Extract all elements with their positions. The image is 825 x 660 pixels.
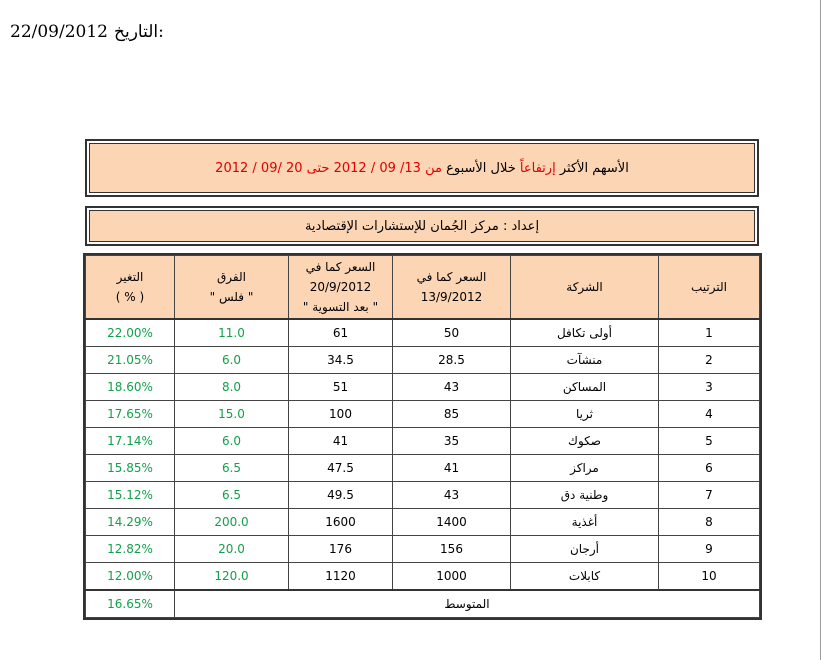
company-cell: المساكن: [510, 373, 659, 401]
header-rank: الترتيب: [658, 255, 760, 320]
price-before-cell: 43: [392, 373, 511, 401]
rank-cell: 2: [658, 346, 760, 374]
change-cell: 12.00%: [85, 562, 175, 591]
rank-cell: 7: [658, 481, 760, 509]
price-after-cell: 51: [288, 373, 393, 401]
price-before-cell: 43: [392, 481, 511, 509]
difference-cell: 6.5: [174, 481, 289, 509]
rank-cell: 6: [658, 454, 760, 482]
report-title: الأسهم الأكثر إرتفاعاً خلال الأسبوع من 1…: [85, 139, 759, 197]
change-cell: 17.65%: [85, 400, 175, 428]
price-after-cell: 34.5: [288, 346, 393, 374]
price-after-cell: 1600: [288, 508, 393, 536]
price-after-cell: 1120: [288, 562, 393, 591]
rank-cell: 4: [658, 400, 760, 428]
difference-cell: 15.0: [174, 400, 289, 428]
page-edge-rule: [820, 0, 821, 660]
table-row: 1 أولى تكافل 50 61 11.0 22.00%: [85, 318, 760, 347]
price-after-cell: 61: [288, 318, 393, 347]
average-row: المتوسط 16.65%: [85, 589, 760, 618]
average-label: المتوسط: [174, 589, 760, 618]
table-row: 10 كابلات 1000 1120 120.0 12.00%: [85, 562, 760, 591]
header-change: التغير ( % ): [85, 255, 175, 320]
price-after-cell: 41: [288, 427, 393, 455]
company-cell: مراكز: [510, 454, 659, 482]
rank-cell: 1: [658, 318, 760, 347]
company-cell: أغذية: [510, 508, 659, 536]
table-row: 3 المساكن 43 51 8.0 18.60%: [85, 373, 760, 401]
header-price-after: السعر كما في 20/9/2012 " بعد التسوية ": [288, 255, 393, 320]
price-before-cell: 28.5: [392, 346, 511, 374]
title-part1: الأسهم الأكثر: [559, 160, 629, 176]
prepared-by-text: إعداد : مركز الجُمان للإستشارات الإقتصاد…: [304, 218, 540, 234]
difference-cell: 20.0: [174, 535, 289, 563]
difference-cell: 11.0: [174, 318, 289, 347]
rank-cell: 5: [658, 427, 760, 455]
header-price-before: السعر كما في 13/9/2012: [392, 255, 511, 320]
price-before-cell: 85: [392, 400, 511, 428]
change-cell: 15.12%: [85, 481, 175, 509]
report-date-label: التاريخ:: [113, 22, 164, 42]
company-cell: صكوك: [510, 427, 659, 455]
rank-cell: 10: [658, 562, 760, 591]
price-before-cell: 41: [392, 454, 511, 482]
change-cell: 18.60%: [85, 373, 175, 401]
price-before-cell: 1400: [392, 508, 511, 536]
table-row: 4 ثريا 85 100 15.0 17.65%: [85, 400, 760, 428]
price-after-cell: 176: [288, 535, 393, 563]
change-cell: 15.85%: [85, 454, 175, 482]
table-row: 9 أرجان 156 176 20.0 12.82%: [85, 535, 760, 563]
difference-cell: 6.0: [174, 346, 289, 374]
difference-cell: 200.0: [174, 508, 289, 536]
price-before-cell: 1000: [392, 562, 511, 591]
company-cell: ثريا: [510, 400, 659, 428]
company-cell: كابلات: [510, 562, 659, 591]
table-row: 8 أغذية 1400 1600 200.0 14.29%: [85, 508, 760, 536]
table-header-row: الترتيب الشركة السعر كما في 13/9/2012 ال…: [85, 255, 760, 320]
difference-cell: 120.0: [174, 562, 289, 591]
change-cell: 22.00%: [85, 318, 175, 347]
table-row: 2 منشآت 28.5 34.5 6.0 21.05%: [85, 346, 760, 374]
difference-cell: 6.0: [174, 427, 289, 455]
rank-cell: 9: [658, 535, 760, 563]
title-part3: خلال الأسبوع: [446, 160, 516, 176]
rank-cell: 3: [658, 373, 760, 401]
average-value: 16.65%: [85, 589, 175, 618]
table-row: 6 مراكز 41 47.5 6.5 15.85%: [85, 454, 760, 482]
prepared-by: إعداد : مركز الجُمان للإستشارات الإقتصاد…: [85, 206, 759, 246]
title-part2: إرتفاعاً: [519, 160, 556, 176]
company-cell: أرجان: [510, 535, 659, 563]
company-cell: أولى تكافل: [510, 318, 659, 347]
price-after-cell: 100: [288, 400, 393, 428]
change-cell: 21.05%: [85, 346, 175, 374]
company-cell: وطنية دق: [510, 481, 659, 509]
report-date: 22/09/2012 التاريخ:: [10, 22, 164, 42]
header-difference: الفرق " فلس ": [174, 255, 289, 320]
table-row: 7 وطنية دق 43 49.5 6.5 15.12%: [85, 481, 760, 509]
difference-cell: 8.0: [174, 373, 289, 401]
top-gainers-table: الترتيب الشركة السعر كما في 13/9/2012 ال…: [83, 253, 762, 620]
change-cell: 14.29%: [85, 508, 175, 536]
price-after-cell: 49.5: [288, 481, 393, 509]
change-cell: 17.14%: [85, 427, 175, 455]
change-cell: 12.82%: [85, 535, 175, 563]
difference-cell: 6.5: [174, 454, 289, 482]
header-company: الشركة: [510, 255, 659, 320]
report-date-value: 22/09/2012: [10, 22, 108, 42]
rank-cell: 8: [658, 508, 760, 536]
table-row: 5 صكوك 35 41 6.0 17.14%: [85, 427, 760, 455]
title-date-range: من 13/ 09 / 2012 حتى 20 /09 / 2012: [215, 160, 442, 176]
price-before-cell: 35: [392, 427, 511, 455]
price-before-cell: 50: [392, 318, 511, 347]
company-cell: منشآت: [510, 346, 659, 374]
price-after-cell: 47.5: [288, 454, 393, 482]
price-before-cell: 156: [392, 535, 511, 563]
